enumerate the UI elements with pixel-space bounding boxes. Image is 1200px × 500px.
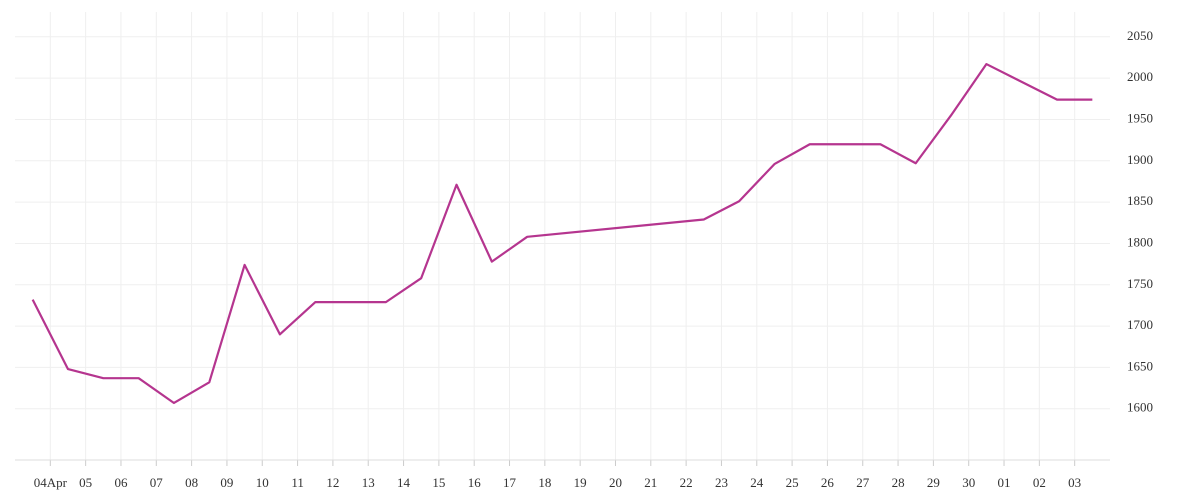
y-tick-label: 2000 [1127, 69, 1153, 84]
x-tick-label: 20 [609, 475, 622, 490]
x-tick-label: 16 [468, 475, 482, 490]
x-tick-label: 13 [362, 475, 375, 490]
x-tick-label: 26 [821, 475, 835, 490]
x-tick-label: 18 [538, 475, 551, 490]
x-tick-label: 08 [185, 475, 198, 490]
x-tick-label: 14 [397, 475, 411, 490]
x-tick-label: 11 [291, 475, 304, 490]
x-tick-label: 17 [503, 475, 517, 490]
line [31, 62, 1093, 405]
x-tick-label: 03 [1068, 475, 1081, 490]
x-tick-label: 12 [326, 475, 339, 490]
x-tick-label: 01 [998, 475, 1011, 490]
y-tick-label: 2050 [1127, 28, 1153, 43]
x-tick-label: 29 [927, 475, 940, 490]
x-tick-label: 09 [220, 475, 233, 490]
x-tick-label: 23 [715, 475, 728, 490]
y-tick-label: 1700 [1127, 317, 1153, 332]
x-tick-label: 15 [432, 475, 445, 490]
y-tick-label: 1650 [1127, 358, 1153, 373]
x-tick-label: 30 [962, 475, 975, 490]
x-tick-label: 05 [79, 475, 92, 490]
x-tick-label: 21 [644, 475, 657, 490]
x-tick-label: 27 [856, 475, 870, 490]
y-tick-label: 1800 [1127, 234, 1153, 249]
x-tick-label: 06 [114, 475, 128, 490]
x-tick-label: 10 [256, 475, 269, 490]
y-tick-label: 1600 [1127, 400, 1153, 415]
x-tick-label: 04Apr [34, 475, 68, 490]
x-tick-label: 07 [150, 475, 164, 490]
x-tick-label: 24 [750, 475, 764, 490]
y-tick-label: 1850 [1127, 193, 1153, 208]
x-tick-label: 19 [574, 475, 587, 490]
y-tick-label: 1900 [1127, 152, 1153, 167]
x-tick-label: 02 [1033, 475, 1046, 490]
y-tick-label: 1750 [1127, 276, 1153, 291]
x-tick-label: 22 [680, 475, 693, 490]
x-tick-label: 25 [786, 475, 799, 490]
x-tick-label: 28 [892, 475, 905, 490]
y-tick-label: 1950 [1127, 110, 1153, 125]
